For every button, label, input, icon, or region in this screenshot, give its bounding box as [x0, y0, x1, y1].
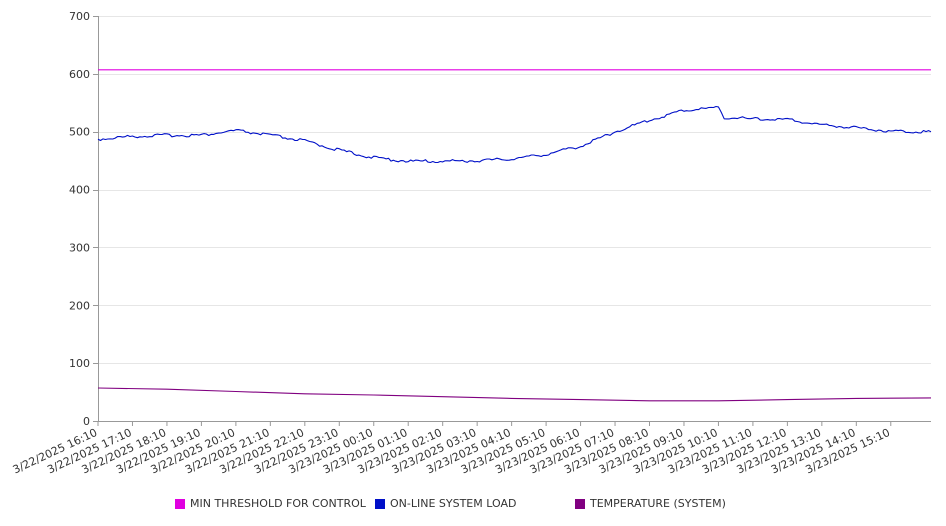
y-tick-label: 100: [69, 357, 90, 370]
legend: MIN THRESHOLD FOR CONTROL ON-LINE SYSTEM …: [0, 497, 946, 515]
legend-swatch: [175, 498, 185, 509]
legend-label: TEMPERATURE (SYSTEM): [590, 497, 726, 510]
axes: [93, 16, 931, 426]
x-tick-labels: 3/22/2025 16:103/22/2025 17:103/22/2025 …: [11, 426, 892, 476]
y-tick-label: 300: [69, 241, 90, 254]
y-tick-label: 600: [69, 68, 90, 81]
legend-item: MIN THRESHOLD FOR CONTROL: [175, 497, 366, 510]
y-tick-labels: 0 100 200 300 400 500 600 700: [69, 10, 90, 428]
legend-label: ON-LINE SYSTEM LOAD: [390, 497, 517, 510]
y-tick-label: 0: [83, 415, 90, 428]
legend-item: ON-LINE SYSTEM LOAD: [375, 497, 516, 510]
legend-label: MIN THRESHOLD FOR CONTROL: [190, 497, 366, 510]
series-line-2: [97, 105, 932, 164]
y-tick-label: 400: [69, 184, 90, 197]
legend-item: TEMPERATURE (SYSTEM): [575, 497, 726, 510]
series-lines: [97, 69, 932, 402]
y-tick-label: 700: [69, 10, 90, 23]
y-tick-label: 500: [69, 126, 90, 139]
grid-lines: [98, 16, 931, 364]
y-tick-label: 200: [69, 299, 90, 312]
legend-swatch: [375, 498, 385, 509]
series-line-3: [97, 387, 932, 402]
legend-swatch: [575, 498, 585, 509]
